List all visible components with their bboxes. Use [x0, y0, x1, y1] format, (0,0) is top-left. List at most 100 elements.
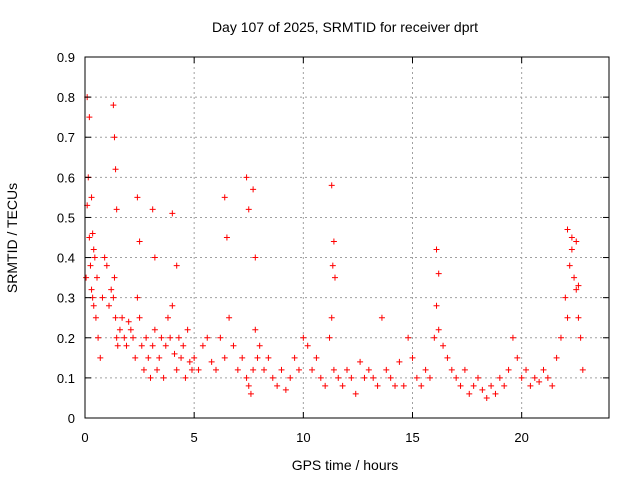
data-point	[173, 262, 180, 269]
data-point	[111, 134, 118, 141]
data-point	[111, 274, 118, 281]
data-point	[250, 186, 257, 193]
data-point	[575, 314, 582, 321]
data-point	[304, 342, 311, 349]
y-tick-label: 0.4	[57, 251, 75, 266]
data-point	[250, 366, 257, 373]
data-point	[331, 274, 338, 281]
data-point	[527, 382, 534, 389]
y-tick-label: 0.6	[57, 170, 75, 185]
data-point	[116, 326, 123, 333]
data-point	[88, 286, 95, 293]
data-point	[89, 230, 96, 237]
data-point	[178, 354, 185, 361]
data-point	[505, 366, 512, 373]
data-point	[230, 342, 237, 349]
data-point	[112, 314, 119, 321]
data-point	[564, 226, 571, 233]
data-point	[151, 326, 158, 333]
data-point	[496, 374, 503, 381]
data-point	[261, 366, 268, 373]
data-point	[171, 350, 178, 357]
y-axis-label: SRMTID / TECUs	[4, 183, 20, 293]
data-point	[95, 334, 102, 341]
data-point	[544, 374, 551, 381]
data-point	[184, 326, 191, 333]
data-point	[110, 294, 117, 301]
x-tick-label: 20	[514, 430, 528, 445]
data-point	[330, 366, 337, 373]
data-point	[431, 334, 438, 341]
data-point	[300, 334, 307, 341]
data-point	[479, 386, 486, 393]
data-point	[254, 354, 261, 361]
data-point	[374, 382, 381, 389]
data-point	[523, 366, 530, 373]
data-point	[162, 342, 169, 349]
data-point	[514, 354, 521, 361]
data-point	[119, 314, 126, 321]
data-point	[435, 270, 442, 277]
data-point	[328, 314, 335, 321]
data-point	[282, 386, 289, 393]
data-point	[245, 382, 252, 389]
data-point	[352, 390, 359, 397]
x-tick-label: 5	[191, 430, 198, 445]
data-point	[167, 334, 174, 341]
data-point	[226, 314, 233, 321]
chart-title: Day 107 of 2025, SRMTID for receiver dpr…	[212, 19, 478, 35]
data-point	[378, 314, 385, 321]
data-point	[213, 366, 219, 373]
data-point	[566, 262, 573, 269]
data-point	[287, 374, 294, 381]
data-point	[83, 274, 90, 281]
data-points	[83, 94, 586, 401]
y-tick-label: 0.3	[57, 291, 75, 306]
data-point	[309, 366, 316, 373]
data-point	[127, 326, 134, 333]
data-point	[94, 274, 101, 281]
data-point	[549, 382, 556, 389]
data-point	[453, 374, 460, 381]
data-point	[392, 382, 399, 389]
data-point	[136, 238, 143, 245]
data-point	[113, 334, 120, 341]
data-point	[88, 194, 95, 201]
data-point	[110, 102, 117, 109]
data-point	[108, 286, 115, 293]
data-point	[531, 374, 538, 381]
y-tick-label: 0.8	[57, 90, 75, 105]
data-point	[86, 114, 93, 121]
data-point	[130, 334, 137, 341]
data-point	[134, 194, 141, 201]
data-point	[466, 390, 473, 397]
y-tick-label: 0.1	[57, 371, 75, 386]
data-point	[370, 374, 377, 381]
y-tick-label: 0.5	[57, 210, 75, 225]
data-point	[173, 366, 180, 373]
data-point	[470, 382, 477, 389]
data-point	[326, 334, 333, 341]
data-point	[164, 314, 171, 321]
data-point	[243, 374, 250, 381]
data-point	[440, 342, 447, 349]
data-point	[134, 294, 141, 301]
data-point	[140, 366, 147, 373]
data-point	[154, 366, 161, 373]
data-point	[571, 274, 578, 281]
data-point	[461, 366, 468, 373]
data-point	[348, 374, 355, 381]
data-point	[568, 234, 575, 241]
data-point	[579, 366, 586, 373]
data-point	[147, 374, 154, 381]
data-point	[106, 302, 113, 309]
data-point	[291, 354, 298, 361]
x-tick-label: 10	[296, 430, 310, 445]
data-point	[239, 354, 246, 361]
data-point	[221, 194, 228, 201]
data-point	[86, 234, 93, 241]
plot-frame	[84, 56, 610, 419]
data-point	[400, 382, 407, 389]
data-point	[433, 246, 440, 253]
data-point	[344, 366, 350, 373]
